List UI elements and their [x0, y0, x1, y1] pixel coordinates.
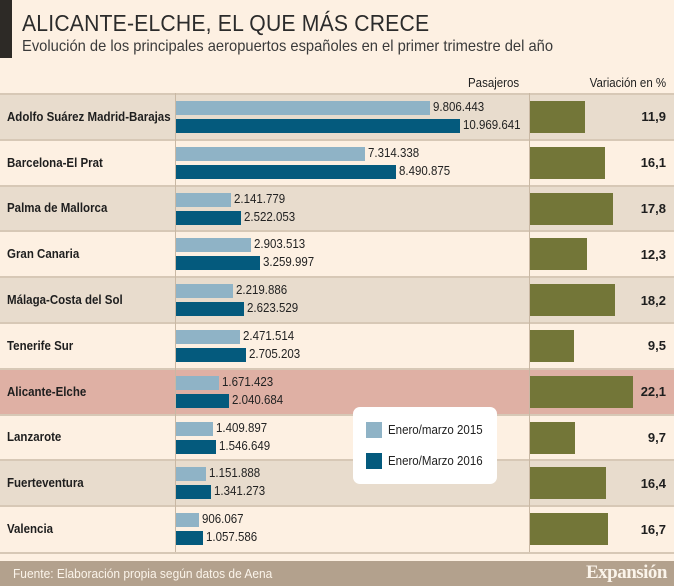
legend-swatch-2015: [366, 422, 382, 438]
variation-value-label: 18,2: [640, 292, 666, 308]
variation-value-label: 16,1: [640, 155, 666, 171]
airport-name: Málaga-Costa del Sol: [7, 293, 123, 308]
footer: Fuente: Elaboración propia según datos d…: [0, 561, 674, 586]
bar-2015: [176, 238, 252, 253]
value-label-2015: 1.151.888: [208, 466, 260, 481]
value-label-2016: 2.705.203: [249, 346, 301, 361]
legend-label-2015: Enero/marzo 2015: [388, 423, 483, 437]
airport-row: Valencia 906.067 1.057.586 16,7: [0, 505, 674, 551]
airport-name: Palma de Mallorca: [7, 201, 108, 216]
airport-name: Gran Canaria: [7, 247, 80, 262]
value-label-2016: 3.259.997: [263, 255, 315, 270]
variation-bar: [530, 238, 588, 271]
title-accent-bar: [0, 0, 12, 58]
airport-row: Lanzarote 1.409.897 1.546.649 9,7: [0, 413, 674, 460]
value-label-2015: 7.314.338: [368, 145, 420, 160]
variation-bar: [530, 513, 608, 546]
airport-name: Adolfo Suárez Madrid-Barajas: [7, 109, 171, 124]
value-label-2015: 2.471.514: [242, 328, 295, 343]
legend-item-2015: Enero/marzo 2015: [366, 422, 491, 438]
variation-column-divider: [529, 93, 530, 553]
bar-2015: [176, 375, 220, 390]
chart-rows: Adolfo Suárez Madrid-Barajas 9.806.443 10.…: [0, 93, 674, 551]
chart-subtitle: Evolución de los principales aeropuertos…: [22, 38, 554, 55]
variation-value-label: 9,5: [647, 338, 666, 354]
airport-row: Alicante-Elche 1.671.423 2.040.684 22,1: [0, 367, 674, 414]
airport-row: Barcelona-El Prat 7.314.338 8.490.875 16,1: [0, 138, 674, 185]
variation-bar: [530, 375, 633, 408]
variation-bar: [530, 467, 607, 500]
value-label-2015: 2.903.513: [254, 237, 306, 252]
bar-2015: [176, 284, 234, 299]
value-label-2016: 1.057.586: [206, 530, 258, 545]
airport-row: Adolfo Suárez Madrid-Barajas 9.806.443 10.…: [0, 93, 674, 139]
bar-2016: [176, 210, 242, 225]
bar-2016: [176, 531, 204, 546]
bar-2015: [176, 146, 366, 161]
variation-value-label: 16,4: [640, 475, 666, 491]
legend-item-2016: Enero/Marzo 2016: [366, 453, 491, 469]
variation-bar: [530, 329, 575, 362]
airport-row: Gran Canaria 2.903.513 3.259.997 12,3: [0, 230, 674, 277]
variation-bar: [530, 101, 586, 133]
variation-bar: [530, 284, 615, 317]
airport-name: Alicante-Elche: [7, 384, 87, 399]
value-label-2016: 1.341.273: [213, 484, 265, 499]
airport-name: Fuerteventura: [7, 476, 84, 491]
variation-value-label: 22,1: [640, 384, 666, 400]
variation-value-label: 12,3: [640, 246, 666, 262]
airport-name: Lanzarote: [7, 430, 62, 445]
value-label-2016: 8.490.875: [398, 163, 450, 178]
airport-row: Fuerteventura 1.151.888 1.341.273 16,4: [0, 459, 674, 506]
airport-name: Tenerife Sur: [7, 338, 74, 353]
chart-title: ALICANTE-ELCHE, EL QUE MÁS CRECE: [22, 10, 430, 36]
airport-name: Valencia: [7, 522, 54, 537]
value-label-2016: 2.623.529: [246, 301, 299, 316]
variation-bar: [530, 146, 606, 179]
name-column-divider: [175, 93, 176, 553]
bar-2016: [176, 347, 247, 362]
legend-swatch-2016: [366, 453, 382, 469]
bar-2016: [176, 393, 229, 408]
variation-column-header: Variación en %: [589, 76, 666, 90]
value-label-2015: 2.141.779: [234, 191, 286, 206]
airport-name: Barcelona-El Prat: [7, 155, 103, 170]
value-label-2016: 2.040.684: [231, 392, 283, 407]
value-label-2015: 906.067: [202, 512, 245, 527]
variation-bar: [530, 192, 613, 225]
legend-label-2016: Enero/Marzo 2016: [388, 454, 483, 468]
bar-2016: [176, 119, 460, 133]
passengers-column-header: Pasajeros: [468, 76, 520, 90]
value-label-2016: 1.546.649: [219, 438, 271, 453]
value-label-2016: 2.522.053: [244, 209, 296, 224]
bar-2015: [176, 101, 430, 115]
bar-2015: [176, 467, 206, 482]
bar-2016: [176, 439, 217, 454]
variation-value-label: 17,8: [640, 200, 666, 216]
airport-row: Palma de Mallorca 2.141.779 2.522.053 17,8: [0, 184, 674, 231]
bar-2015: [176, 192, 232, 207]
bar-2016: [176, 256, 261, 271]
brand-logo: Expansión: [585, 562, 668, 583]
bar-2015: [176, 329, 240, 344]
table-bottom-line: [0, 552, 674, 554]
value-label-2015: 9.806.443: [432, 100, 485, 114]
variation-value-label: 9,7: [647, 429, 666, 445]
variation-value-label: 16,7: [640, 521, 666, 537]
value-label-2015: 1.671.423: [222, 374, 274, 389]
value-label-2016: 10.969.641: [463, 118, 521, 132]
bar-2016: [176, 302, 244, 317]
value-label-2015: 2.219.886: [236, 283, 288, 298]
legend: Enero/marzo 2015 Enero/Marzo 2016: [353, 407, 497, 484]
bar-2015: [176, 421, 213, 436]
variation-value-label: 11,9: [641, 109, 666, 125]
airport-row: Tenerife Sur 2.471.514 2.705.203 9,5: [0, 321, 674, 368]
variation-bar: [530, 421, 576, 454]
airport-row: Málaga-Costa del Sol 2.219.886 2.623.529 18…: [0, 276, 674, 322]
value-label-2015: 1.409.897: [215, 420, 267, 435]
bar-2015: [176, 513, 200, 528]
bar-2016: [176, 485, 211, 500]
bar-2016: [176, 164, 396, 179]
source-note: Fuente: Elaboración propia según datos d…: [13, 566, 273, 581]
